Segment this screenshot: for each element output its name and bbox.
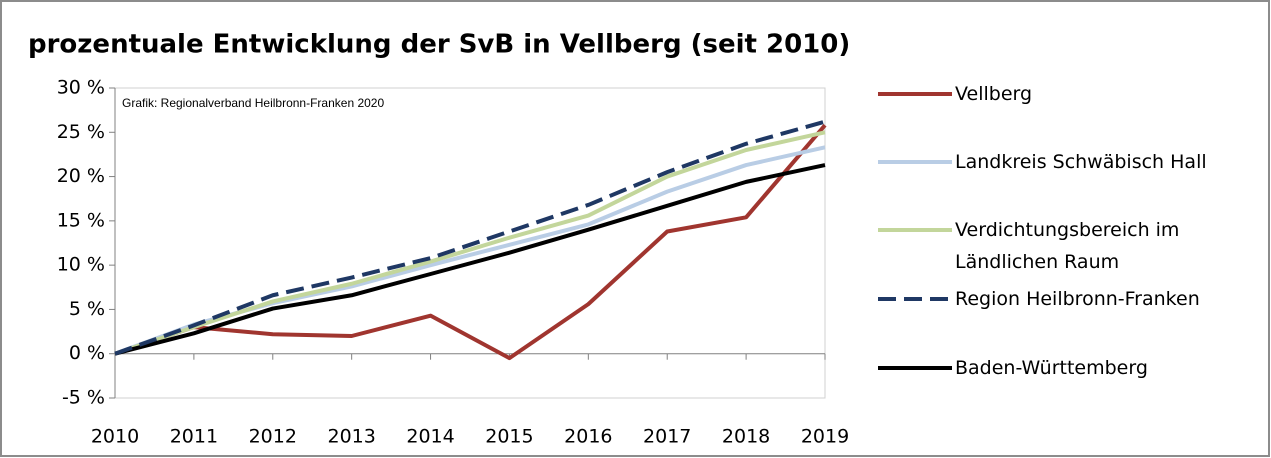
x-tick-label: 2016 (564, 426, 612, 448)
legend-label: Baden-Württemberg (955, 357, 1148, 379)
legend-label: Region Heilbronn-Franken (955, 288, 1200, 310)
x-tick-label: 2018 (722, 426, 770, 448)
chart-title: prozentuale Entwicklung der SvB in Vellb… (28, 30, 850, 60)
legend-label: Landkreis Schwäbisch Hall (955, 151, 1207, 173)
legend-label: Verdichtungsbereich im Ländlichen Raum (955, 219, 1180, 273)
x-tick-label: 2019 (801, 426, 849, 448)
series-line (114, 119, 826, 356)
y-tick-label: 0 % (69, 342, 105, 364)
annotation: Grafik: Regionalverband Heilbronn-Franke… (122, 96, 384, 110)
y-tick-label: 30 % (57, 77, 105, 99)
series-line (114, 130, 826, 356)
x-tick-label: 2012 (249, 426, 297, 448)
x-tick-label: 2014 (406, 426, 454, 448)
series-line (114, 163, 826, 356)
series-line (114, 123, 827, 361)
x-tick-label: 2017 (643, 426, 691, 448)
y-tick-label: -5 % (62, 387, 105, 409)
y-tick-label: 5 % (69, 298, 105, 320)
legend-label: Vellberg (955, 83, 1033, 105)
y-tick-label: 10 % (57, 254, 105, 276)
y-tick-label: 20 % (57, 165, 105, 187)
y-tick-label: 15 % (57, 209, 105, 231)
x-tick-label: 2015 (485, 426, 533, 448)
x-tick-label: 2010 (91, 426, 139, 448)
x-tick-label: 2011 (170, 426, 218, 448)
x-tick-label: 2013 (327, 426, 375, 448)
y-tick-label: 25 % (57, 121, 105, 143)
